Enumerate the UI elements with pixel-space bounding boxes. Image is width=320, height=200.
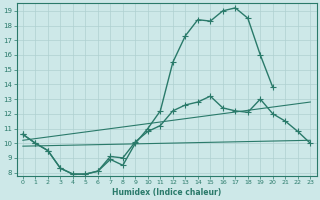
X-axis label: Humidex (Indice chaleur): Humidex (Indice chaleur) [112, 188, 221, 197]
